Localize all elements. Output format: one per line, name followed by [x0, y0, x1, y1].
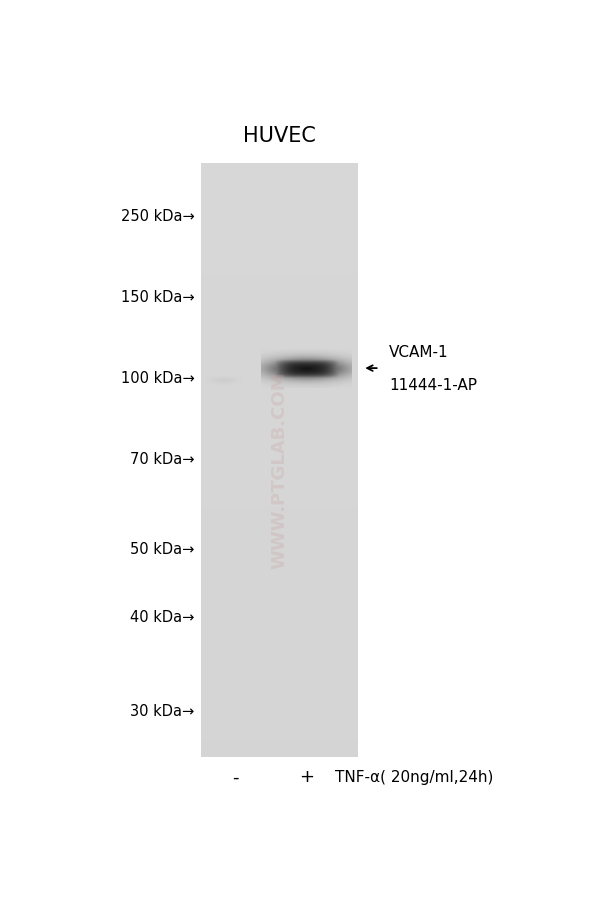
Text: 40 kDa→: 40 kDa→ — [130, 609, 194, 624]
Text: +: + — [299, 768, 314, 786]
Text: 50 kDa→: 50 kDa→ — [130, 542, 194, 557]
Text: -: - — [232, 768, 239, 786]
Text: 250 kDa→: 250 kDa→ — [121, 208, 194, 224]
Text: 100 kDa→: 100 kDa→ — [121, 370, 194, 385]
Text: VCAM-1: VCAM-1 — [389, 345, 449, 360]
Text: 70 kDa→: 70 kDa→ — [130, 452, 194, 466]
Text: 11444-1-AP: 11444-1-AP — [389, 378, 477, 392]
Text: 150 kDa→: 150 kDa→ — [121, 290, 194, 305]
Text: 30 kDa→: 30 kDa→ — [130, 704, 194, 719]
Text: TNF-α( 20ng/ml,24h): TNF-α( 20ng/ml,24h) — [335, 769, 494, 784]
Text: WWW.PTGLAB.COM: WWW.PTGLAB.COM — [271, 371, 289, 568]
Text: HUVEC: HUVEC — [243, 125, 316, 146]
